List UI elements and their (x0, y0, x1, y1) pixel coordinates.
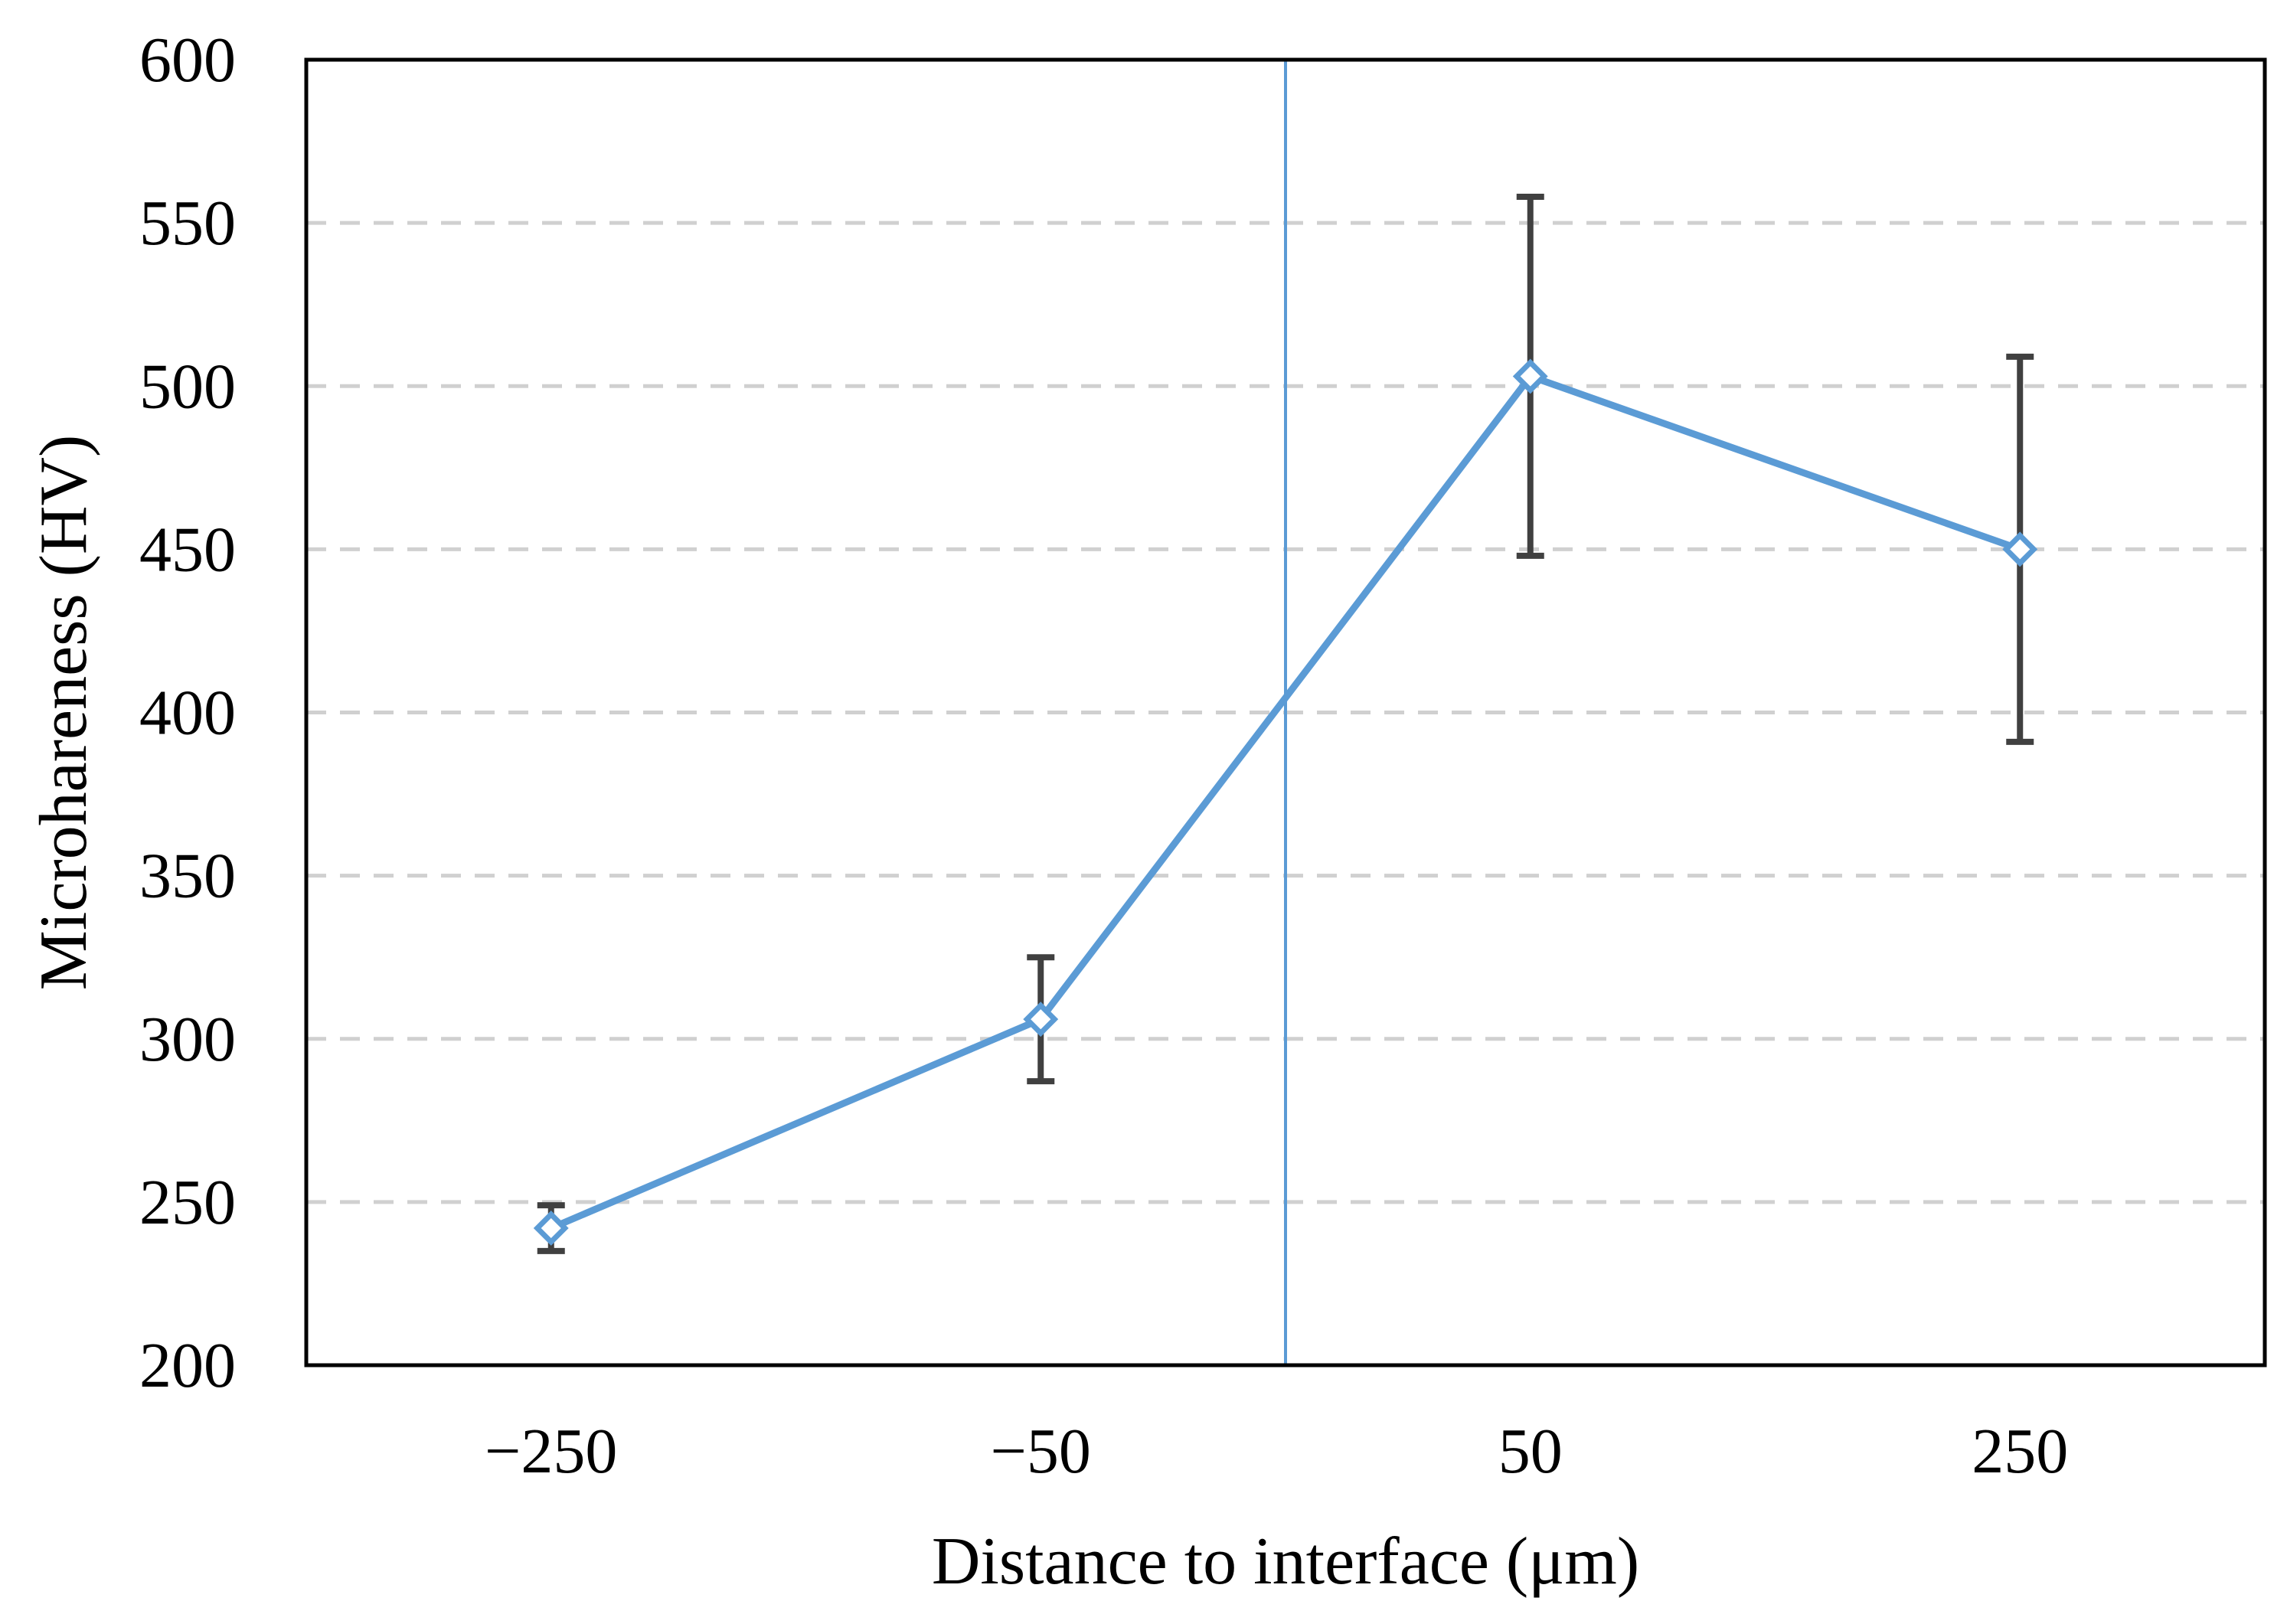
y-tick-label: 350 (139, 841, 236, 912)
y-tick-label: 600 (139, 25, 236, 96)
data-point-marker (2002, 531, 2038, 567)
x-tick-label: 250 (1972, 1416, 2068, 1487)
x-axis-ticks: −250 −50 50 250 (485, 1416, 2068, 1487)
series-group (533, 194, 2038, 1254)
x-tick-label: 50 (1498, 1416, 1563, 1487)
plot-area-frame (304, 57, 2267, 1367)
x-tick-label: −250 (485, 1416, 617, 1487)
x-tick-label: −50 (991, 1416, 1091, 1487)
y-tick-label: 450 (139, 514, 236, 585)
data-point-marker (1512, 358, 1548, 394)
data-point-marker (533, 1211, 569, 1246)
y-tick-label: 200 (139, 1330, 236, 1401)
y-tick-label: 550 (139, 188, 236, 259)
y-tick-label: 500 (139, 351, 236, 422)
y-tick-label: 250 (139, 1167, 236, 1238)
series-line (549, 372, 2021, 1232)
y-tick-label: 300 (139, 1004, 236, 1075)
y-tick-label: 400 (139, 678, 236, 749)
y-axis-ticks: 200 250 300 350 400 450 500 550 600 (139, 25, 236, 1401)
y-axis-title: Microhareness (HV) (27, 435, 101, 991)
data-point-marker (1023, 1002, 1059, 1037)
x-axis-title: Distance to interface (μm) (932, 1524, 1639, 1599)
